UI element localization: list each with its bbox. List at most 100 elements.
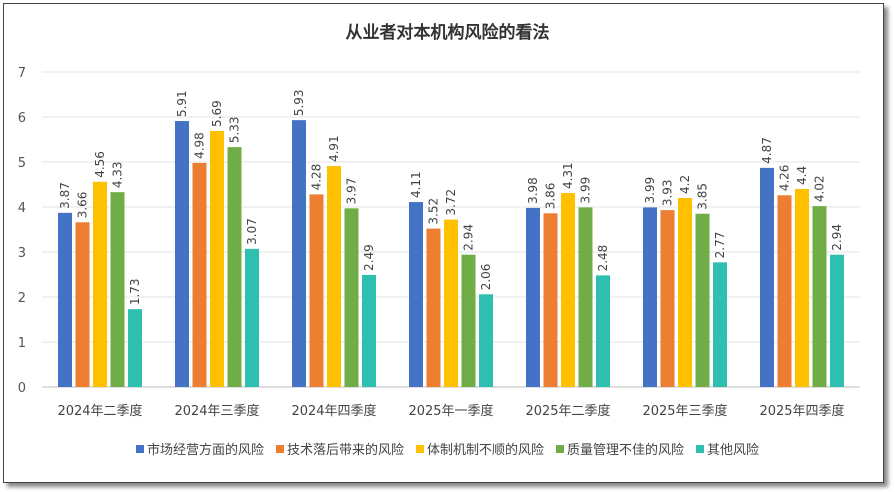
bar: [526, 207, 540, 387]
data-label: 5.91: [175, 90, 189, 117]
bar: [795, 189, 809, 387]
bar: [643, 207, 657, 387]
data-label: 5.69: [210, 100, 224, 127]
bar: [812, 206, 827, 387]
data-label: 3.97: [345, 178, 359, 205]
bar: [777, 195, 792, 387]
bar: [426, 228, 441, 387]
bar: [596, 275, 610, 387]
x-tick-label: 2025年四季度: [759, 403, 844, 419]
legend-swatch: [415, 444, 424, 453]
bar: [695, 213, 710, 387]
data-label: 5.33: [228, 116, 242, 143]
legend-item: 质量管理不佳的风险: [556, 439, 684, 458]
data-label: 4.11: [409, 171, 423, 198]
legend-swatch: [556, 444, 564, 453]
legend: 市场经营方面的风险 技术落后带来的风险 体制机制不顺的风险 质量管理不佳的风险 其他风险: [0, 439, 895, 458]
bar: [479, 294, 493, 387]
data-label: 4.56: [93, 151, 107, 178]
legend-item: 市场经营方面的风险: [135, 439, 264, 458]
data-label: 2.49: [362, 244, 376, 271]
chart-title: 从业者对本机构风险的看法: [345, 23, 550, 43]
bar: [245, 248, 259, 387]
bar: [128, 309, 142, 387]
legend-label: 技术落后带来的风险: [286, 443, 404, 458]
bar: [713, 262, 727, 387]
bar: [210, 130, 224, 387]
legend-label: 市场经营方面的风险: [146, 443, 264, 458]
data-label: 3.85: [696, 183, 710, 210]
bar: [309, 194, 324, 387]
legend-item: 其他风险: [696, 439, 759, 458]
data-label: 4.33: [111, 161, 125, 188]
bar: [830, 254, 844, 387]
data-label: 4.26: [778, 165, 792, 192]
data-label: 3.99: [643, 177, 657, 204]
data-label: 3.98: [526, 177, 540, 204]
legend-swatch: [275, 444, 284, 453]
bar: [192, 162, 207, 387]
data-label: 4.98: [193, 132, 207, 159]
bar: [175, 121, 189, 388]
y-tick-label: 6: [18, 111, 26, 126]
x-tick-label: 2025年一季度: [408, 403, 493, 419]
data-label: 3.72: [444, 189, 458, 216]
data-label: 3.99: [579, 177, 593, 204]
bar: [110, 192, 125, 387]
y-tick-label: 2: [18, 291, 26, 306]
bar: [678, 198, 692, 387]
bar: [578, 207, 593, 387]
data-label: 4.02: [813, 175, 827, 202]
bar: [543, 213, 558, 387]
legend-swatch: [696, 444, 705, 453]
data-label: 3.52: [427, 198, 441, 225]
data-label: 5.93: [292, 89, 306, 116]
data-label: 2.06: [479, 264, 493, 291]
data-label: 3.87: [58, 182, 72, 209]
legend-item: 体制机制不顺的风险: [415, 439, 544, 458]
bar: [292, 120, 306, 388]
y-tick-label: 0: [18, 381, 26, 396]
data-label: 4.31: [561, 162, 575, 189]
bar: [362, 274, 376, 387]
bar: [58, 212, 72, 387]
data-label: 4.28: [310, 164, 324, 191]
legend-label: 体制机制不顺的风险: [426, 443, 544, 458]
data-label: 4.4: [795, 166, 809, 185]
x-tick-label: 2025年三季度: [642, 403, 727, 419]
data-label: 4.91: [327, 135, 341, 162]
bar: [75, 222, 90, 387]
legend-swatch: [135, 444, 144, 453]
x-tick-label: 2024年三季度: [174, 403, 259, 419]
y-tick-label: 3: [18, 246, 26, 261]
bar: [444, 219, 458, 387]
bar: [409, 202, 423, 387]
y-tick-label: 7: [18, 66, 26, 81]
legend-label: 质量管理不佳的风险: [567, 443, 685, 458]
data-label: 4.2: [678, 175, 692, 194]
data-label: 4.87: [760, 137, 774, 164]
x-tick-label: 2025年二季度: [525, 403, 610, 419]
x-tick-label: 2024年四季度: [291, 403, 376, 419]
legend-label: 其他风险: [707, 443, 760, 458]
data-label: 3.66: [76, 192, 90, 219]
data-label: 3.86: [544, 183, 558, 210]
bar: [461, 254, 476, 387]
bar: [660, 210, 675, 387]
bar: [227, 147, 242, 387]
bar: [344, 208, 359, 387]
data-label: 2.94: [830, 224, 844, 251]
y-tick-label: 5: [18, 156, 26, 171]
y-tick-label: 4: [18, 201, 26, 216]
data-label: 3.93: [661, 179, 675, 206]
x-tick-label: 2024年二季度: [57, 403, 142, 419]
bar: [93, 181, 107, 387]
bar: [760, 167, 774, 387]
legend-item: 技术落后带来的风险: [275, 439, 404, 458]
bar: [561, 193, 575, 387]
y-tick-label: 1: [18, 336, 26, 351]
data-label: 1.73: [128, 278, 142, 305]
data-label: 2.77: [713, 232, 727, 259]
chart-frame: [3, 3, 884, 483]
